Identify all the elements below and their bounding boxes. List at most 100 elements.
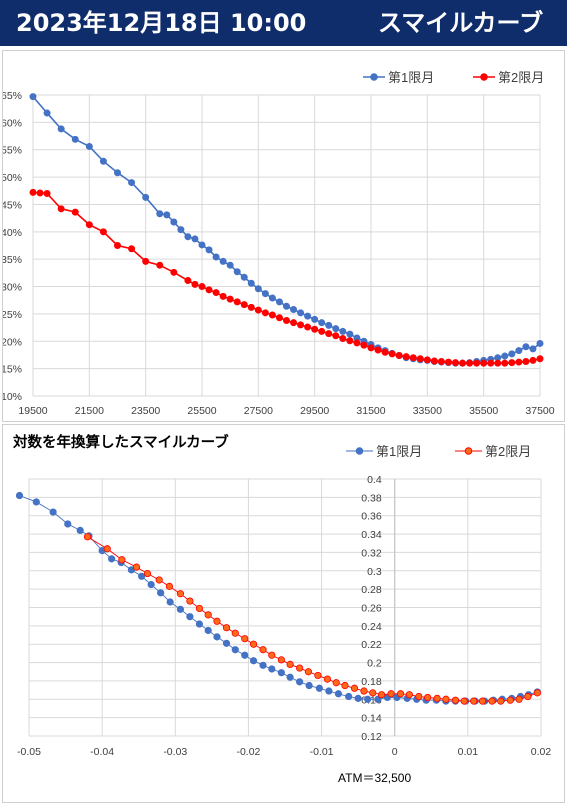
- series2-point: [444, 358, 452, 366]
- series1-point: [219, 257, 227, 265]
- series2-point: [29, 188, 37, 196]
- y-tick-label: 0.3: [367, 566, 382, 578]
- series2-point: [259, 646, 267, 654]
- series2-point: [219, 292, 227, 300]
- series2-point: [212, 289, 220, 297]
- series2-line: [32, 191, 541, 364]
- series2-point: [186, 597, 194, 605]
- series2-point: [433, 694, 441, 702]
- series1-point: [254, 285, 262, 293]
- series2-point: [85, 221, 93, 229]
- series1-point: [364, 695, 372, 703]
- y-tick-label: 0.32: [361, 547, 382, 559]
- series2-point: [424, 693, 432, 702]
- smile-curve-panel: 10% 15% 20% 25% 30% 35% 40% 45% 50% 55% 60% 65% 1950…: [1, 50, 565, 422]
- series1-point: [286, 673, 294, 681]
- y-tick-label: 0.26: [361, 603, 382, 615]
- series2-point: [254, 306, 262, 314]
- x-tick-label: 0.01: [458, 746, 479, 758]
- legend-series1-marker: [355, 447, 364, 455]
- legend-series1-marker: [370, 73, 378, 81]
- series1-point: [354, 694, 362, 702]
- series2-point: [43, 190, 51, 198]
- log-annualized-panel: 0.12 0.14 0.16 0.18 0.2 0.22 0.24 0.26 0.28 0.3 0.…: [2, 424, 565, 803]
- series2-point: [204, 611, 212, 619]
- series2-point: [478, 697, 487, 705]
- series2-point: [198, 283, 206, 291]
- series2-point: [405, 691, 413, 699]
- y-tick-label: 0.38: [361, 492, 382, 504]
- series2-point: [195, 604, 204, 613]
- series2-point: [231, 629, 239, 637]
- series1-point: [43, 109, 51, 117]
- y-tick-label: 65%: [3, 90, 22, 102]
- series2-point: [360, 341, 368, 349]
- series1-point: [529, 345, 537, 353]
- series2-point: [83, 533, 92, 541]
- series2-point: [524, 692, 532, 701]
- y-tick-label: 0.18: [361, 676, 382, 688]
- y-tick-label: 0.4: [367, 474, 382, 486]
- series1-point: [204, 626, 212, 635]
- series1-point: [184, 233, 192, 241]
- x-tick-label: 25500: [187, 405, 216, 417]
- series1-point: [170, 218, 178, 226]
- series2-point: [395, 352, 403, 360]
- series1-point: [142, 193, 150, 201]
- series2-point: [522, 358, 530, 366]
- series2-point: [501, 359, 509, 367]
- series2-point: [396, 690, 405, 698]
- x-tick-label: 33500: [413, 405, 442, 417]
- series2-point: [241, 635, 249, 643]
- series2-point: [277, 656, 285, 664]
- series1-point: [176, 605, 185, 613]
- series2-point: [442, 695, 450, 703]
- series2-point: [103, 545, 111, 553]
- series1-point: [305, 681, 313, 690]
- series1-point: [241, 651, 249, 659]
- header-banner: 2023年12月18日 10:00 スマイルカーブ: [0, 0, 567, 46]
- series2-point: [304, 323, 312, 331]
- series2-point: [423, 356, 431, 364]
- series1-point: [128, 179, 136, 187]
- series2-point: [515, 358, 523, 366]
- series1-point: [99, 157, 107, 165]
- x-tick-label: -0.01: [310, 746, 334, 758]
- series2-line: [87, 536, 538, 702]
- series2-point: [487, 359, 495, 367]
- series2-point: [249, 640, 258, 648]
- series1-point: [226, 261, 234, 269]
- x-tick-label: -0.05: [17, 746, 41, 758]
- series2-point: [360, 687, 368, 695]
- atm-annotation: ATM＝32,500: [338, 771, 412, 785]
- series2-point: [488, 697, 496, 705]
- series1-point: [163, 211, 171, 219]
- series2-point: [346, 337, 354, 345]
- series1-point: [15, 491, 24, 500]
- y-tick-label: 0.24: [361, 621, 382, 633]
- x-tick-label: -0.04: [90, 746, 114, 758]
- series2-point: [388, 350, 396, 358]
- series2-point: [297, 321, 305, 329]
- series2-point: [416, 355, 424, 363]
- series2-point: [409, 354, 417, 362]
- series1-point: [268, 294, 276, 302]
- series1-point: [311, 315, 319, 323]
- series1-point: [304, 312, 312, 320]
- series2-point: [323, 675, 332, 683]
- series1-point: [249, 657, 258, 665]
- y-tick-label: 20%: [3, 336, 22, 348]
- series2-point: [142, 257, 150, 265]
- series2-point: [430, 357, 438, 365]
- series2-point: [332, 679, 340, 687]
- y-tick-label: 55%: [3, 145, 22, 157]
- series1-point: [198, 241, 206, 249]
- series2-point: [128, 245, 136, 253]
- series1-point: [156, 210, 164, 218]
- series2-point: [222, 624, 231, 632]
- series1-point: [231, 646, 239, 654]
- series2-point: [451, 696, 460, 704]
- series2-point: [367, 344, 375, 352]
- series2-point: [325, 330, 333, 338]
- series2-point: [36, 189, 44, 197]
